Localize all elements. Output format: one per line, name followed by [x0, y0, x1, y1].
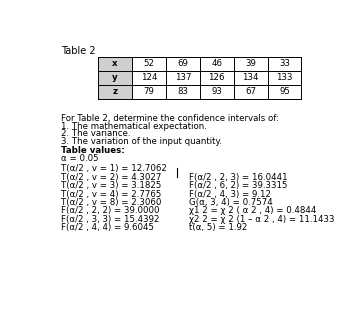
Text: 134: 134: [242, 73, 259, 82]
Bar: [98, 57, 132, 71]
Text: G(α, 3, 4) = 0.7574: G(α, 3, 4) = 0.7574: [189, 198, 273, 207]
Text: 1. The mathematical expectation.: 1. The mathematical expectation.: [61, 122, 207, 131]
Bar: [98, 85, 132, 99]
Text: χ2 2 = χ 2 (1 – α 2 , 4) = 11.1433: χ2 2 = χ 2 (1 – α 2 , 4) = 11.1433: [189, 215, 334, 224]
Text: T(α/2 , v = 8) = 2.3060: T(α/2 , v = 8) = 2.3060: [61, 198, 162, 207]
Text: F(α/2 , 4, 4) = 9.6045: F(α/2 , 4, 4) = 9.6045: [61, 223, 154, 232]
Text: x: x: [112, 59, 118, 68]
Text: For Table 2, determine the confidence intervals of:: For Table 2, determine the confidence in…: [61, 114, 279, 123]
Text: T(α/2 , v = 2) = 4.3027: T(α/2 , v = 2) = 4.3027: [61, 172, 162, 181]
Text: 3. The variation of the input quantity.: 3. The variation of the input quantity.: [61, 137, 222, 146]
Text: 95: 95: [279, 87, 290, 96]
Text: α = 0.05: α = 0.05: [61, 154, 99, 163]
Text: 33: 33: [279, 59, 290, 68]
Text: y: y: [112, 73, 118, 82]
Text: χ1 2 = χ 2 ( α 2 , 4) = 0.4844: χ1 2 = χ 2 ( α 2 , 4) = 0.4844: [189, 206, 316, 215]
Text: 46: 46: [211, 59, 222, 68]
Text: 52: 52: [144, 59, 154, 68]
Text: 137: 137: [175, 73, 191, 82]
Text: Table 2: Table 2: [61, 46, 96, 56]
Text: 39: 39: [245, 59, 256, 68]
Text: F(α/2 , 6, 2) = 39.3315: F(α/2 , 6, 2) = 39.3315: [189, 181, 287, 190]
Text: Table values:: Table values:: [61, 147, 125, 156]
Text: 79: 79: [144, 87, 154, 96]
Text: 93: 93: [211, 87, 222, 96]
Text: T(α/2 , v = 3) = 3.1825: T(α/2 , v = 3) = 3.1825: [61, 181, 162, 190]
Text: 124: 124: [141, 73, 157, 82]
Text: 133: 133: [276, 73, 293, 82]
Text: 67: 67: [245, 87, 256, 96]
Text: 2. The variance.: 2. The variance.: [61, 130, 131, 139]
Text: F(α/2 , 4, 3) = 9.12: F(α/2 , 4, 3) = 9.12: [189, 189, 271, 198]
Text: 126: 126: [208, 73, 225, 82]
Bar: [98, 71, 132, 85]
Text: z: z: [112, 87, 118, 96]
Text: F(α/2 , 2, 2) = 39.0000: F(α/2 , 2, 2) = 39.0000: [61, 206, 160, 215]
Text: T(α/2 , v = 1) = 12.7062: T(α/2 , v = 1) = 12.7062: [61, 164, 167, 173]
Text: F(α/2 , 3, 3) = 15.4392: F(α/2 , 3, 3) = 15.4392: [61, 215, 160, 224]
Text: t(α, 5) = 1.92: t(α, 5) = 1.92: [189, 223, 247, 232]
Text: F(α/2 , 2, 3) = 16.0441: F(α/2 , 2, 3) = 16.0441: [189, 172, 287, 181]
Text: 69: 69: [177, 59, 188, 68]
Text: 83: 83: [177, 87, 188, 96]
Text: T(α/2 , v = 4) = 2.7765: T(α/2 , v = 4) = 2.7765: [61, 189, 162, 198]
